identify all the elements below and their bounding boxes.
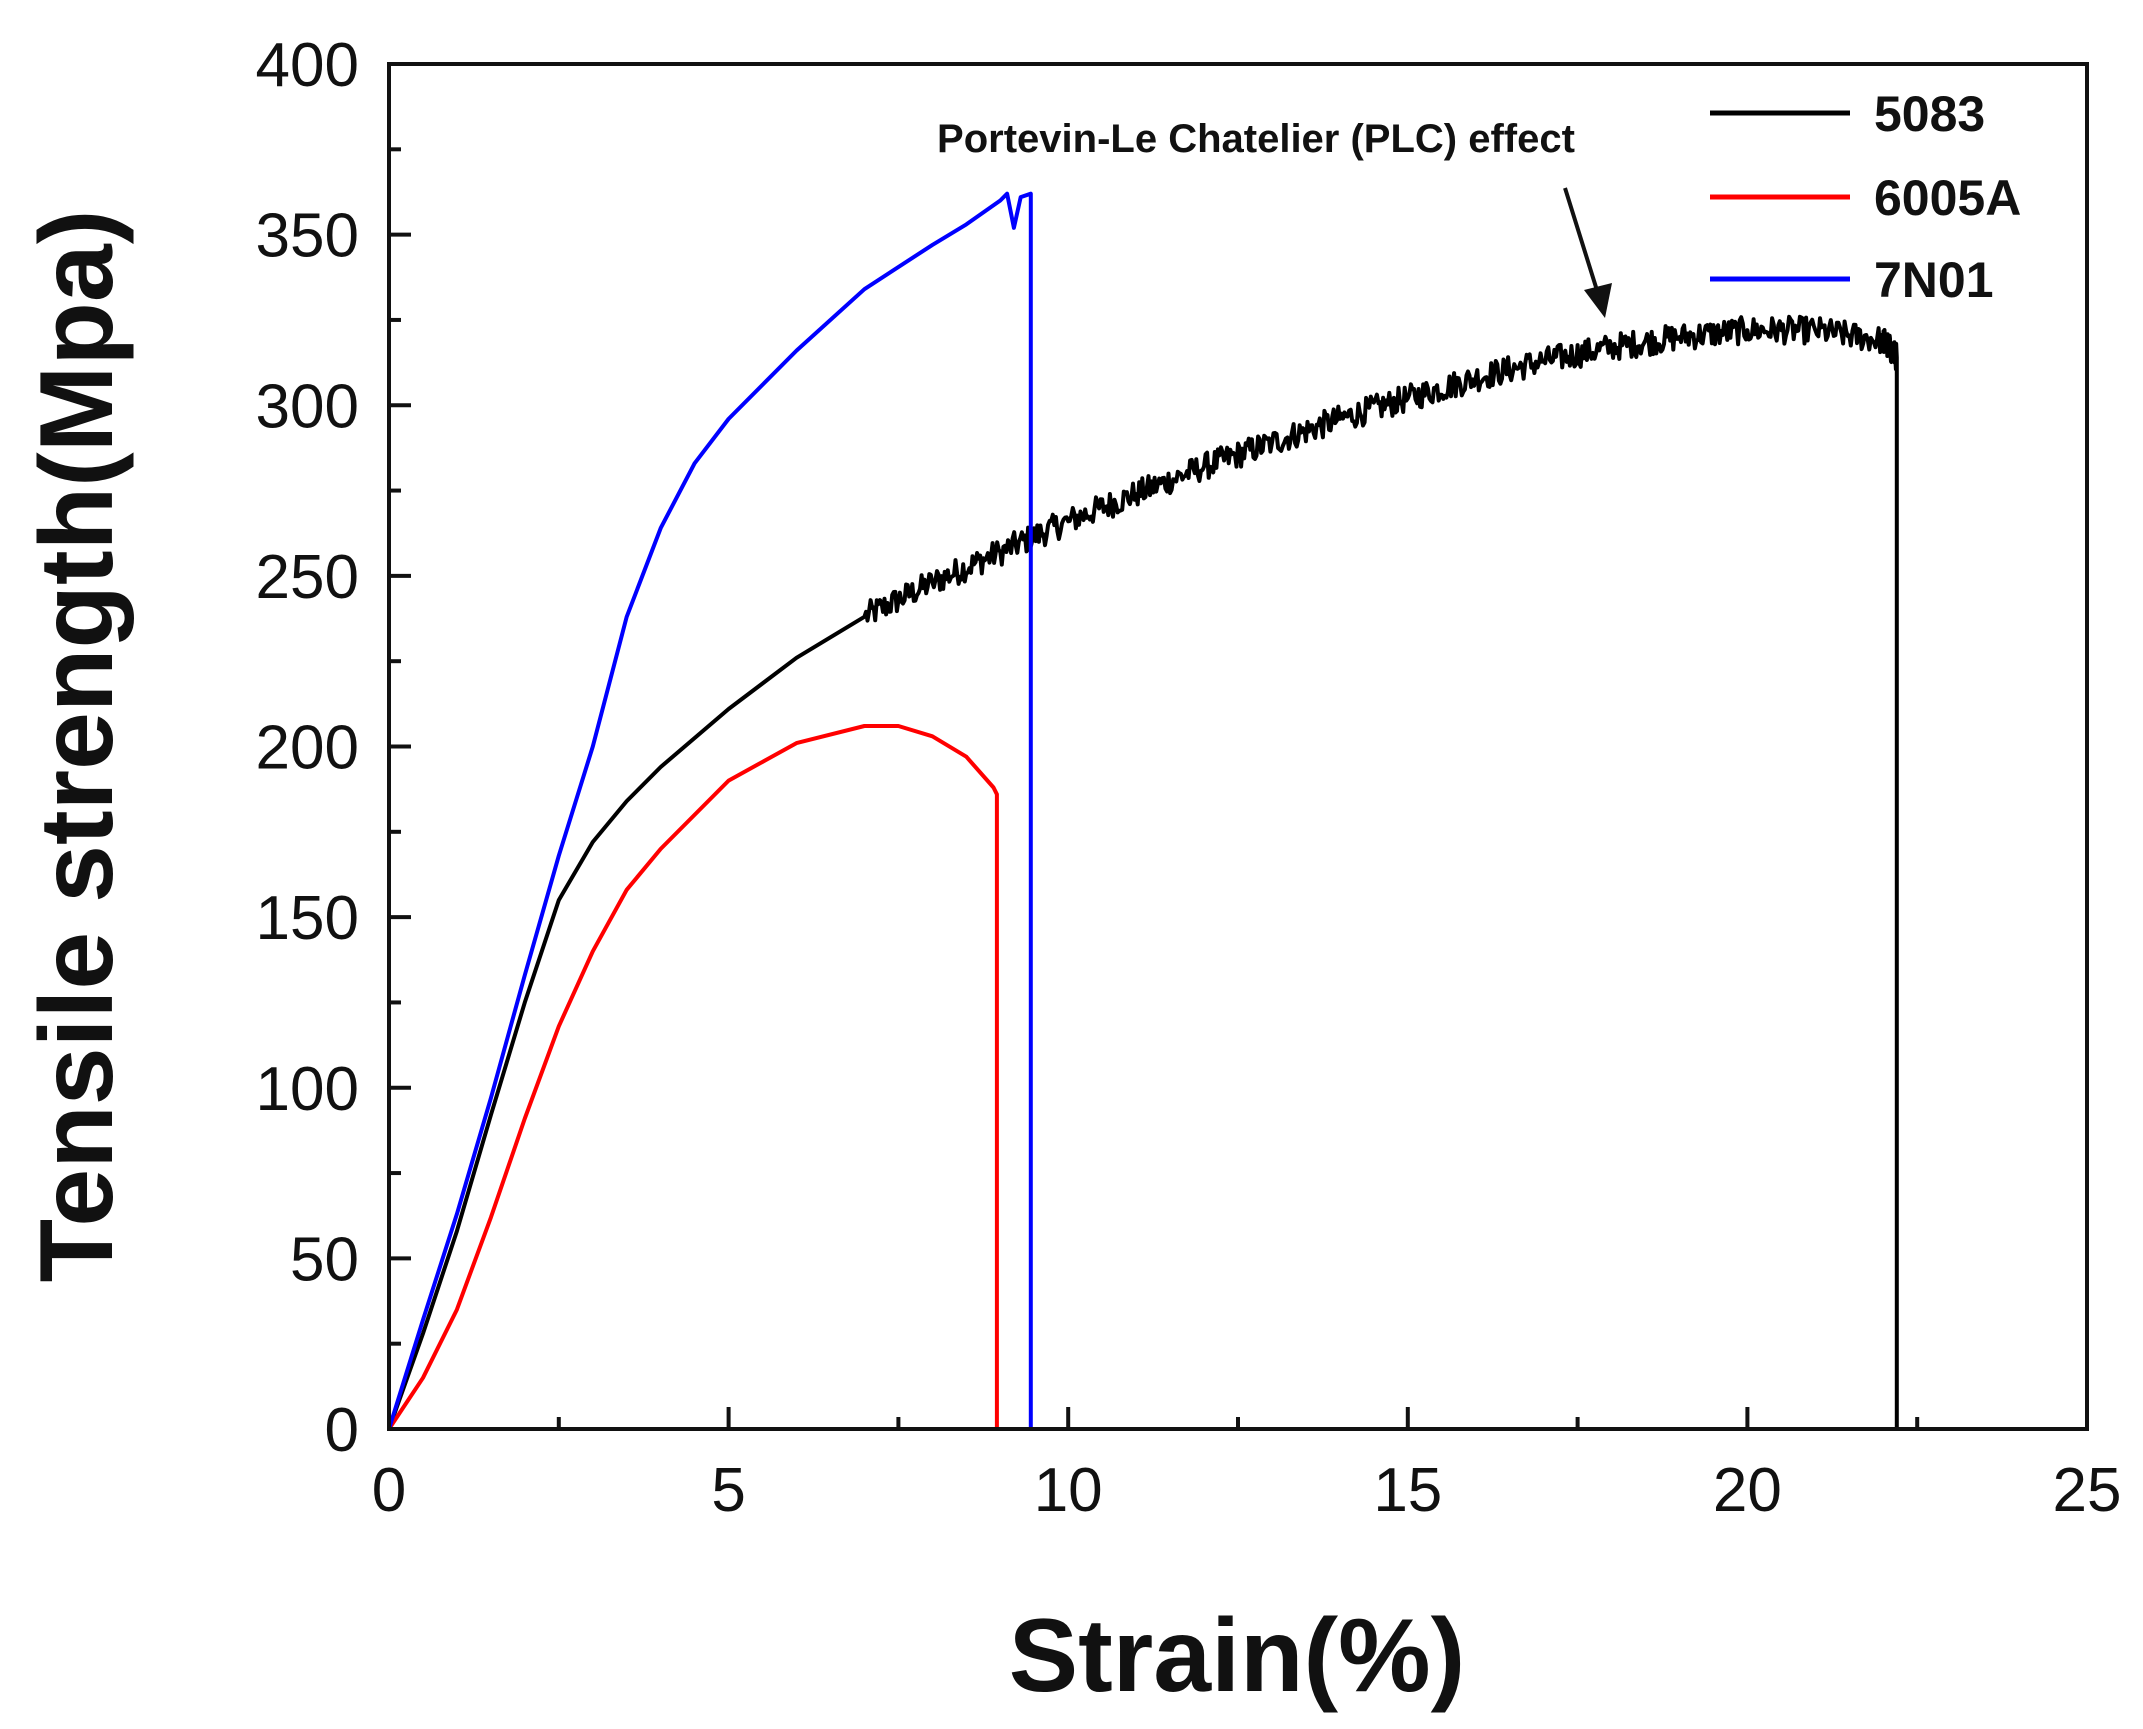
annotation-text: Portevin-Le Chatelier (PLC) effect	[937, 117, 1575, 161]
y-tick-label-100: 100	[256, 1055, 359, 1124]
y-tick-label-200: 200	[256, 714, 359, 783]
x-tick-label-10: 10	[1034, 1456, 1103, 1525]
series-line-7n01	[387, 191, 1033, 1430]
plc-annotation: Portevin-Le Chatelier (PLC) effect	[937, 117, 1612, 318]
series-line-6005a	[387, 724, 999, 1431]
legend: 5083 6005A 7N01	[1710, 86, 2021, 308]
x-tick-label-15: 15	[1373, 1456, 1442, 1525]
y-axis-tick-labels: 0 50 100 150 200 250 300 350 400	[256, 31, 359, 1465]
legend-label-7n01: 7N01	[1874, 252, 1994, 308]
series-layer	[387, 191, 1899, 1431]
y-tick-label-350: 350	[256, 202, 359, 271]
y-tick-label-0: 0	[325, 1396, 359, 1465]
annotation-arrow-line	[1563, 187, 1602, 301]
y-tick-label-300: 300	[256, 372, 359, 441]
x-tick-label-25: 25	[2053, 1456, 2122, 1525]
y-axis-title: Tensile strength(Mpa)	[19, 210, 135, 1283]
plot-frame	[387, 62, 2089, 1431]
annotation-arrow-head	[1584, 283, 1612, 318]
legend-label-6005a: 6005A	[1874, 170, 2021, 226]
y-tick-label-400: 400	[256, 31, 359, 100]
legend-label-5083: 5083	[1874, 86, 1985, 142]
x-tick-label-0: 0	[372, 1456, 406, 1525]
x-tick-label-5: 5	[711, 1456, 745, 1525]
y-tick-label-150: 150	[256, 884, 359, 953]
y-tick-label-50: 50	[290, 1225, 359, 1294]
x-tick-label-20: 20	[1713, 1456, 1782, 1525]
x-axis-title: Strain(%)	[1009, 1598, 1465, 1714]
x-axis-tick-labels: 0 5 10 15 20 25	[372, 1456, 2122, 1525]
y-tick-label-250: 250	[256, 543, 359, 612]
